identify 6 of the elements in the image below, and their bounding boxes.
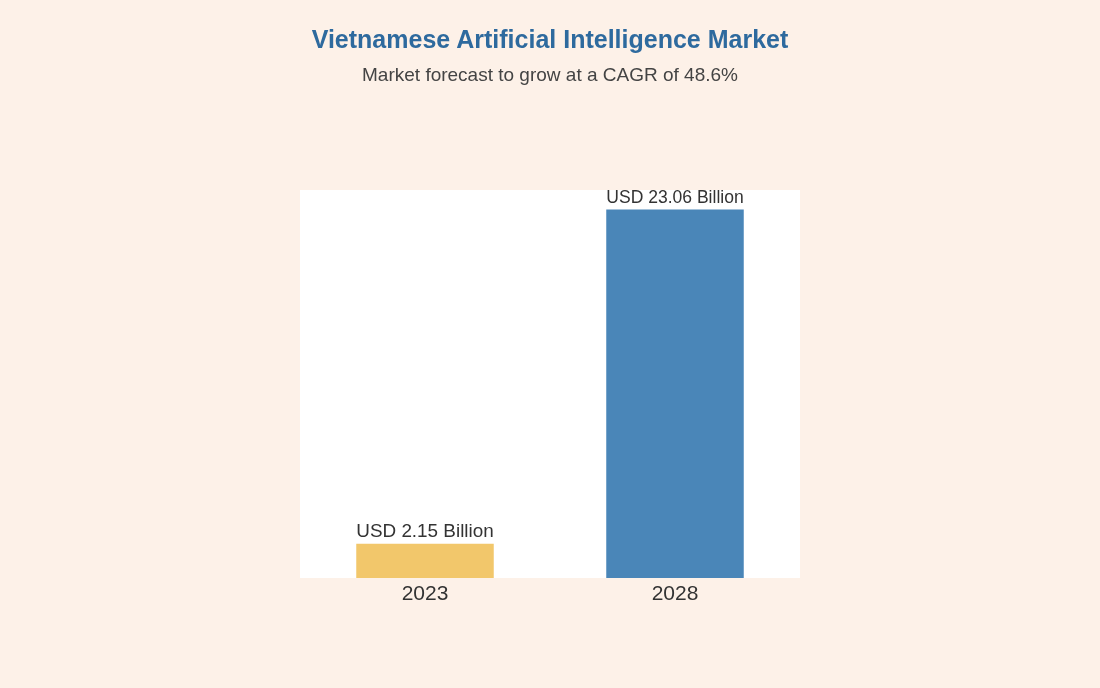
- x-tick-label: 2023: [401, 581, 449, 604]
- chart-title: Vietnamese Artificial Intelligence Market: [311, 25, 789, 54]
- data-label: USD 23.06 Billion: [606, 186, 744, 207]
- x-tick-label: 2028: [651, 581, 699, 604]
- chart-subtitle: Market forecast to grow at a CAGR of 48.6%: [362, 63, 739, 85]
- data-label: USD 2.15 Billion: [356, 519, 494, 541]
